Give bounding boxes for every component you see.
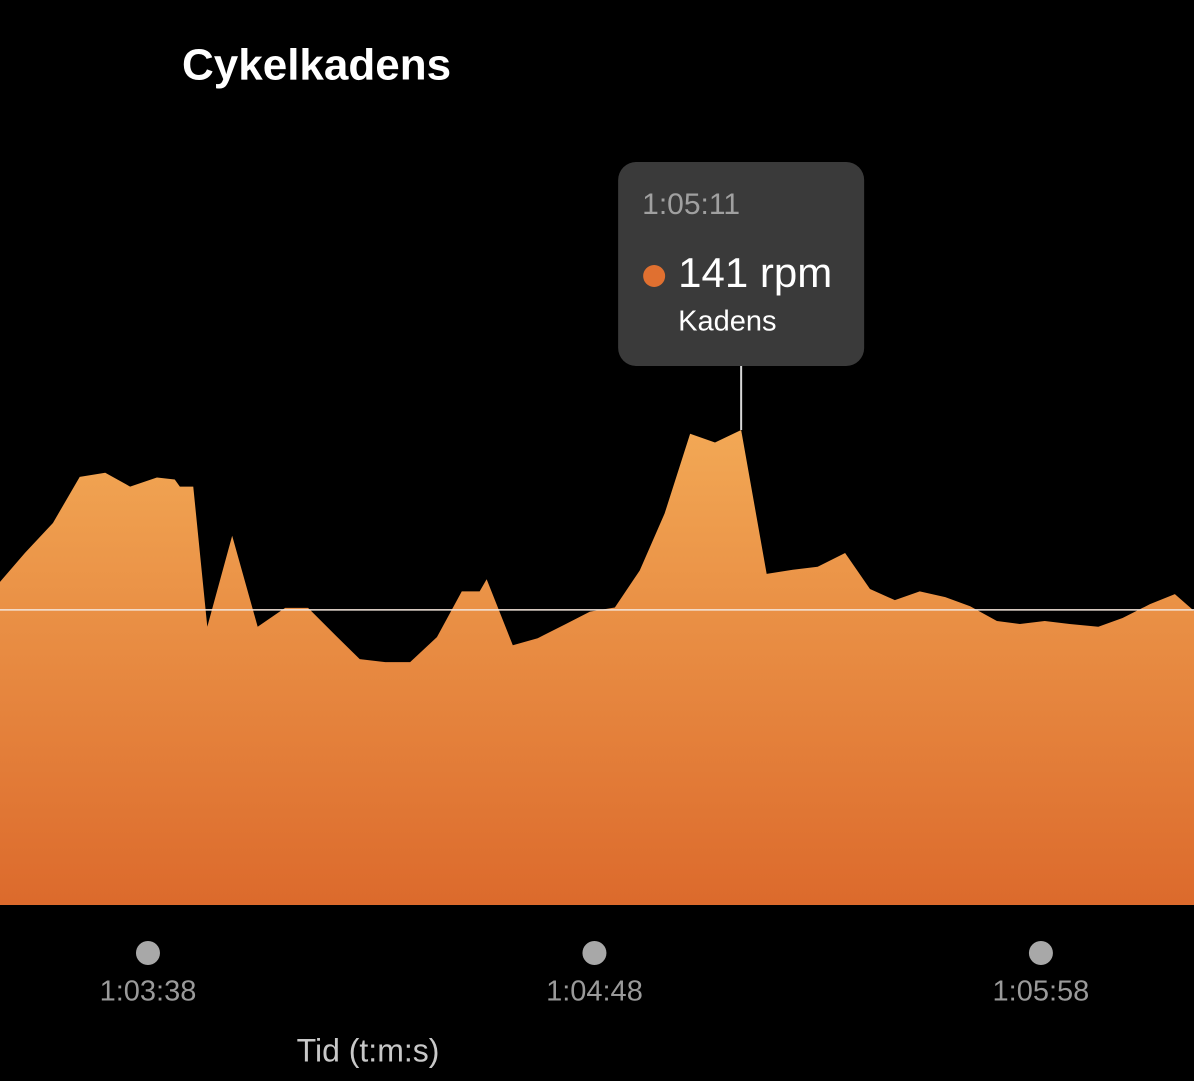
x-tick-label: 1:04:48 [546,976,643,1008]
x-tick-dot [1028,941,1053,965]
tooltip-box [618,162,865,366]
x-tick-dot [135,941,160,965]
chart-title: Cykelkadens [182,41,451,90]
x-axis-title: Tid (t:m:s) [297,1032,440,1068]
area [0,430,1194,905]
tooltip-time: 1:05:11 [642,188,740,221]
tooltip-series: Kadens [678,306,776,338]
legend-dot [643,265,666,287]
x-tick-label: 1:03:38 [100,976,197,1008]
tooltip-value: 141 rpm [678,249,832,296]
x-tick-dot [582,941,607,965]
x-tick-label: 1:05:58 [993,976,1090,1008]
